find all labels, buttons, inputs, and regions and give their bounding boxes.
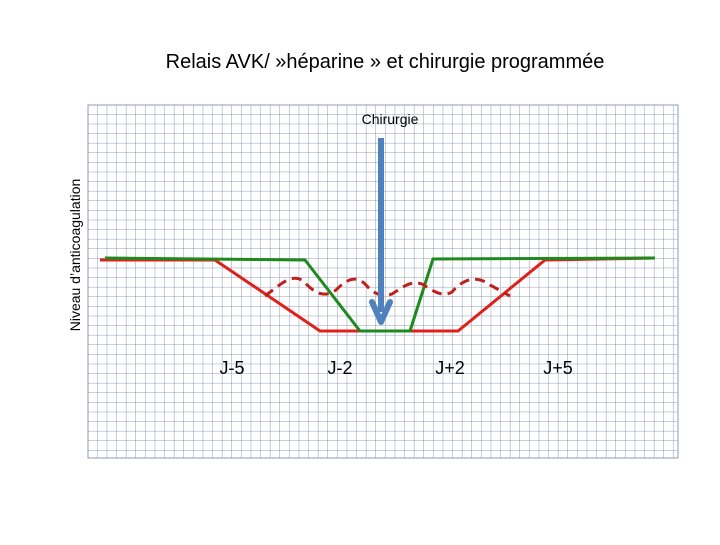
day-label: J+5 <box>543 358 573 378</box>
day-label: J+2 <box>435 358 465 378</box>
day-label: J-2 <box>327 358 352 378</box>
day-label: J-5 <box>219 358 244 378</box>
green-line <box>104 256 656 333</box>
y-axis-label: Niveau d’anticoagulation <box>67 179 83 332</box>
title: Relais AVK/ »héparine » et chirurgie pro… <box>166 51 605 73</box>
arrow-head <box>369 299 393 325</box>
annotation: Chirurgie <box>362 111 419 127</box>
